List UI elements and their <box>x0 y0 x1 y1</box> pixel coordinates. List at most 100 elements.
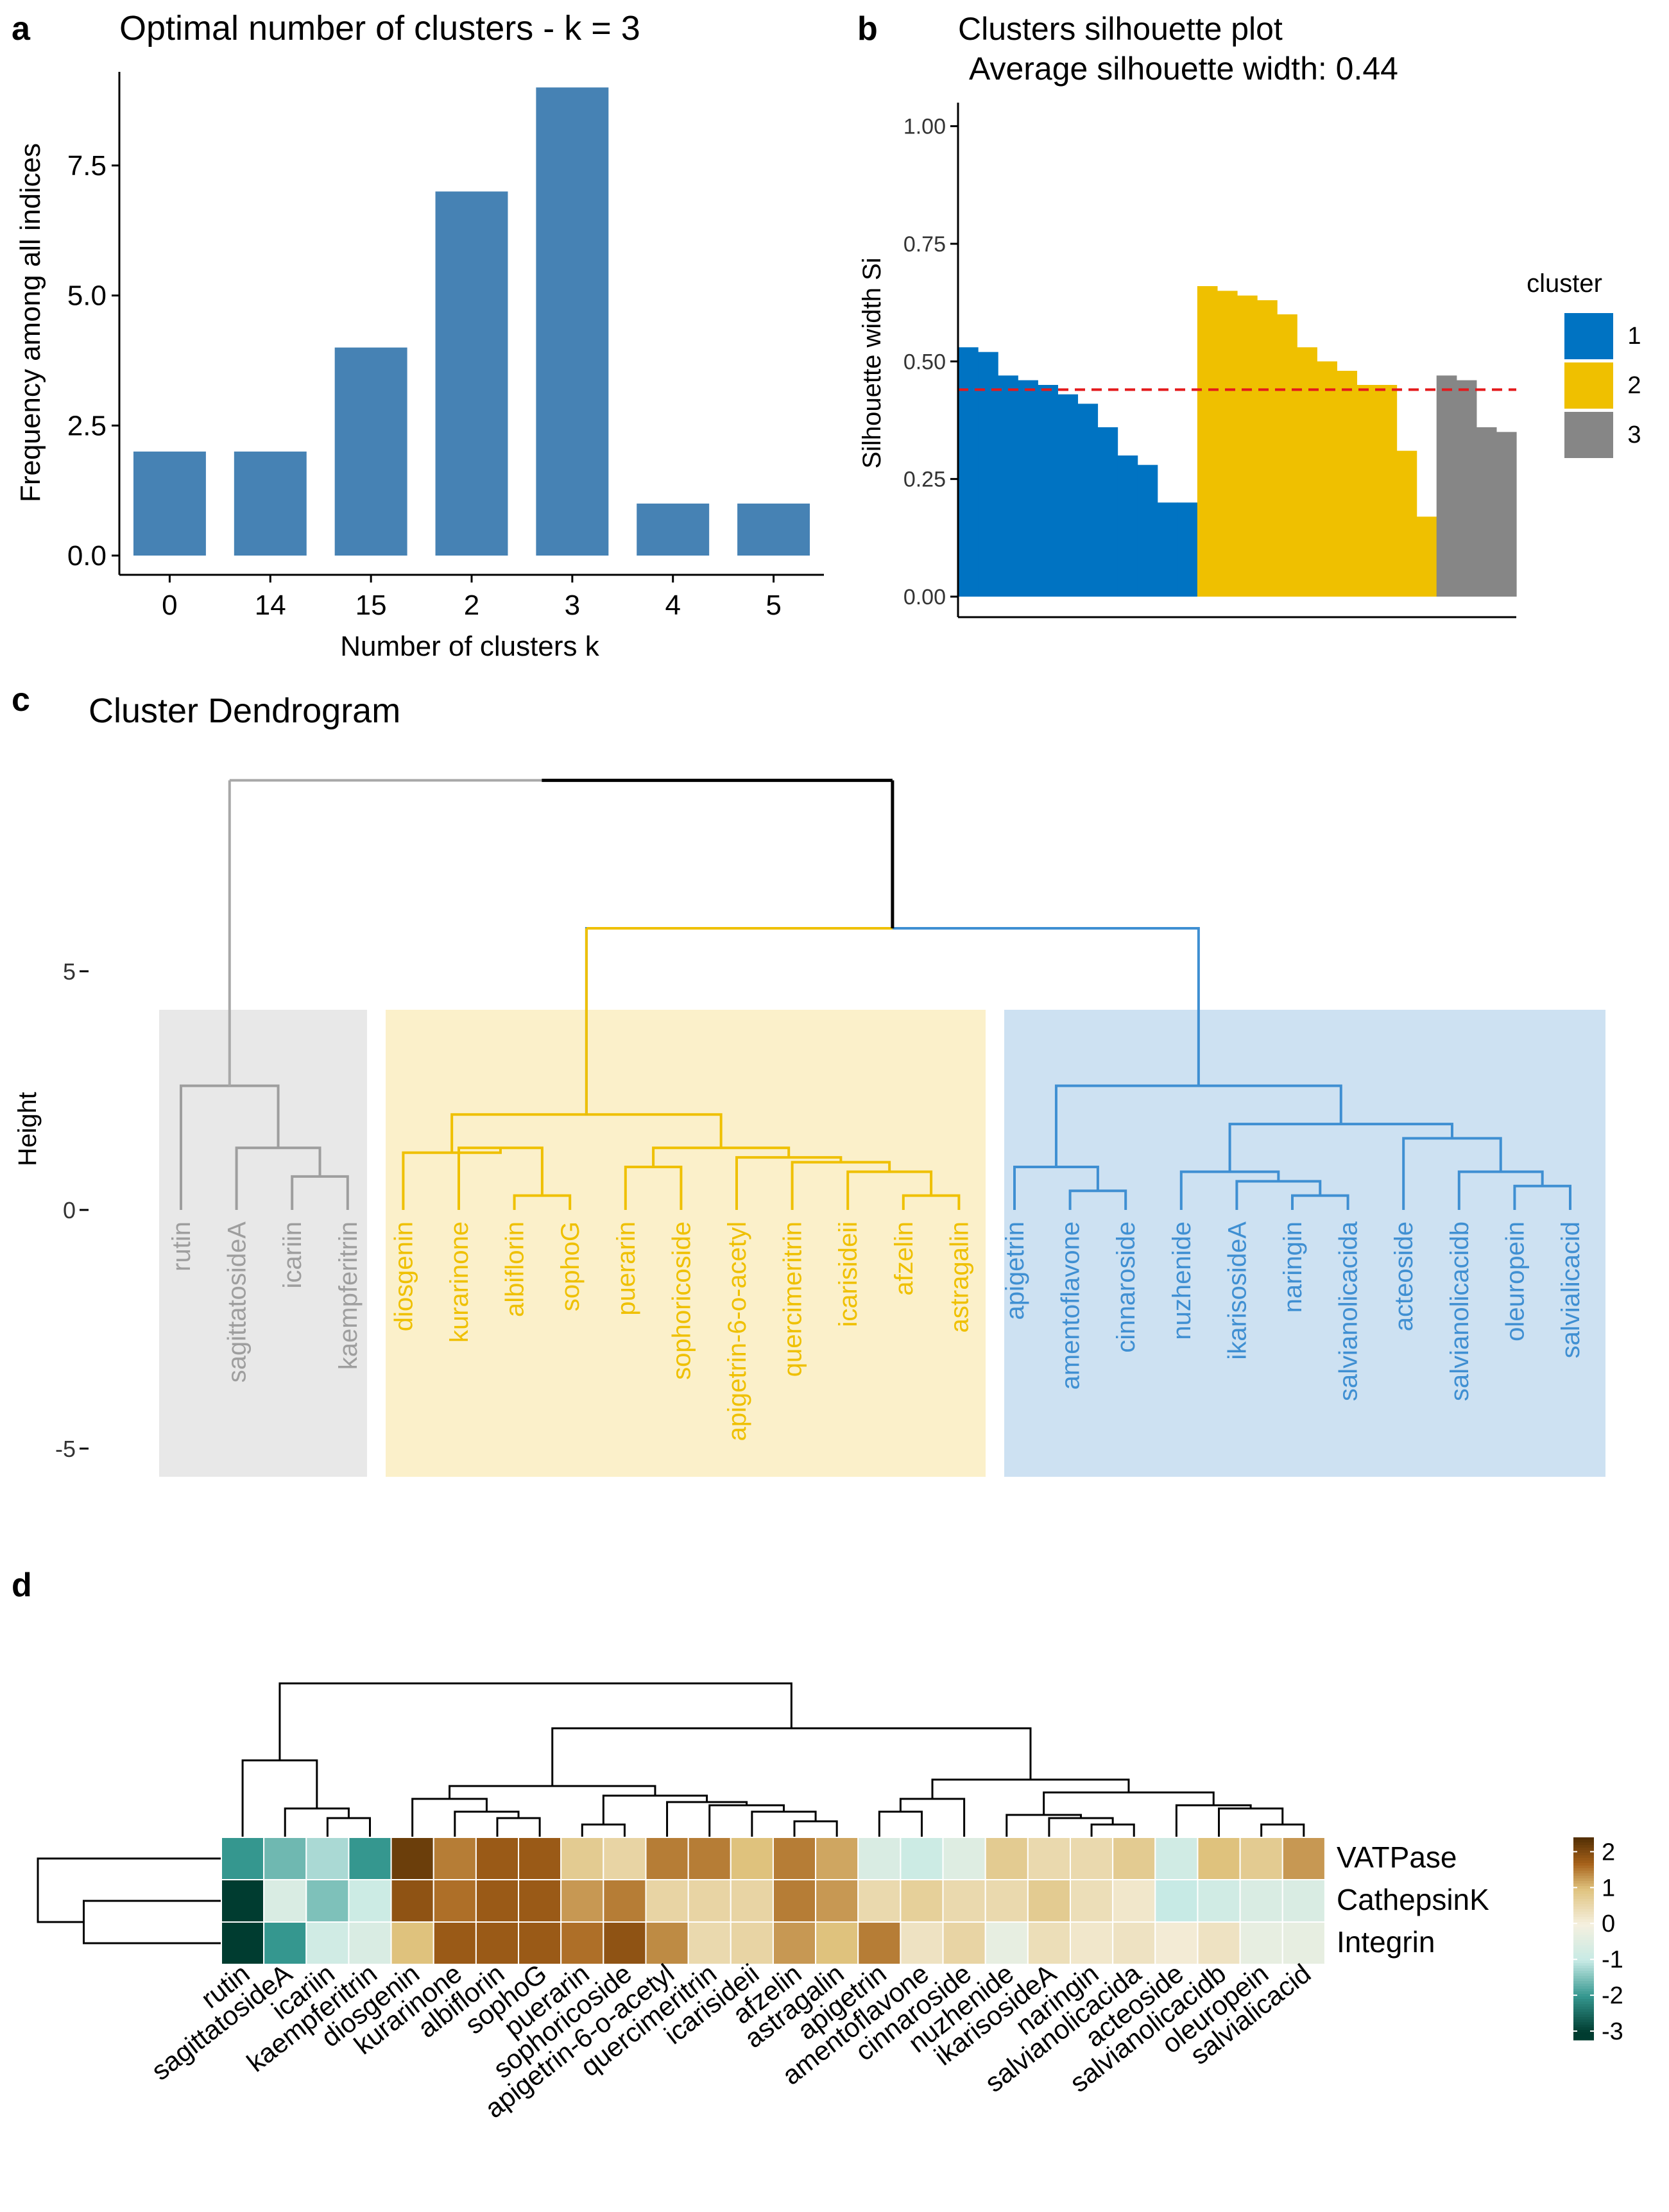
color-scale-strip <box>1573 1855 1594 1859</box>
y-tick-label: 7.5 <box>67 150 107 182</box>
color-scale-strip <box>1573 1899 1594 1902</box>
leaf-label: diosgenin <box>389 1221 418 1331</box>
leaf-label: kaempferitrin <box>334 1221 363 1370</box>
color-scale-strip <box>1573 1955 1594 1959</box>
heatmap-cell-Integrin-amentoflavone <box>900 1921 944 1965</box>
color-scale-strip <box>1573 1948 1594 1951</box>
heatmap-cell-CathepsinK-amentoflavone <box>900 1879 944 1923</box>
heatmap-cell-Integrin-diosgenin <box>390 1921 434 1965</box>
bar-4 <box>637 503 710 556</box>
heatmap-cell-VATPase-ikarisosideA <box>1027 1837 1071 1880</box>
heatmap-cell-Integrin-acteoside <box>1154 1921 1199 1965</box>
color-scale-strip <box>1573 1961 1594 1964</box>
color-scale-strip <box>1573 1994 1594 1997</box>
heatmap-cell-VATPase-kaempferitrin <box>348 1837 392 1880</box>
color-scale-label: 0 <box>1602 1910 1615 1937</box>
legend-swatch-1 <box>1564 313 1613 359</box>
legend-label-2: 2 <box>1627 372 1641 399</box>
heatmap-cell-VATPase-puerarin <box>560 1837 604 1880</box>
x-tick-label: 5 <box>766 590 781 621</box>
y-tick-label: 0.25 <box>903 468 946 492</box>
heatmap-cell-Integrin-oleuropein <box>1239 1921 1283 1965</box>
column-dendrogram-link <box>278 1682 792 1760</box>
heatmap-cell-CathepsinK-icariin <box>305 1879 350 1923</box>
heatmap-cell-CathepsinK-nuzhenide <box>984 1879 1029 1923</box>
heatmap-cell-Integrin-kaempferitrin <box>348 1921 392 1965</box>
color-scale-strip <box>1573 1927 1594 1930</box>
legend-label-3: 3 <box>1627 421 1641 448</box>
heatmap-cell-VATPase-astragalin <box>815 1837 859 1880</box>
color-scale-label: -3 <box>1602 2018 1623 2045</box>
color-scale-strip <box>1573 1876 1594 1879</box>
color-scale-strip <box>1573 1894 1594 1897</box>
heatmap-cell-Integrin-salvialicacid <box>1281 1921 1326 1965</box>
silhouette-bar-cluster-3 <box>1496 432 1517 597</box>
y-tick-label: 1.00 <box>903 115 946 139</box>
heatmap-cell-Integrin-apigetrin-6-o-acetyl <box>645 1921 689 1965</box>
panel-b-y-axis-label: Silhouette width Si <box>858 257 886 468</box>
color-scale-strip <box>1573 1907 1594 1910</box>
silhouette-bar-cluster-2 <box>1277 314 1297 597</box>
panel-d-row-dendrogram <box>37 1857 221 1944</box>
color-scale-strip <box>1573 1866 1594 1869</box>
leaf-label: cinnaroside <box>1112 1221 1140 1353</box>
panel-c-cluster-boxes <box>159 1010 1605 1477</box>
silhouette-bar-cluster-2 <box>1376 385 1398 597</box>
heatmap-cell-CathepsinK-salvianolicacida <box>1112 1879 1156 1923</box>
panel-c-letter: c <box>12 681 30 719</box>
leaf-label: icarisideii <box>834 1221 862 1327</box>
silhouette-bar-cluster-3 <box>1436 375 1457 597</box>
color-scale-strip <box>1573 1943 1594 1946</box>
color-scale-strip <box>1573 1930 1594 1933</box>
color-scale-strip <box>1573 1986 1594 1989</box>
color-scale-strip <box>1573 1860 1594 1864</box>
y-tick-label: 5 <box>63 958 76 985</box>
color-scale-strip <box>1573 1991 1594 1995</box>
heatmap-cell-CathepsinK-kaempferitrin <box>348 1879 392 1923</box>
color-scale-strip <box>1573 1842 1594 1846</box>
heatmap-cell-Integrin-cinnaroside <box>942 1921 986 1965</box>
heatmap-cell-VATPase-icariin <box>305 1837 350 1880</box>
color-scale-strip <box>1573 1937 1594 1941</box>
heatmap-cell-CathepsinK-quercimeritrin <box>687 1879 732 1923</box>
panel-a-x-axis-label: Number of clusters k <box>340 631 599 662</box>
heatmap-cell-VATPase-cinnaroside <box>942 1837 986 1880</box>
color-scale-strip <box>1573 2009 1594 2012</box>
heatmap-cell-VATPase-rutin <box>221 1837 265 1880</box>
color-scale-strip <box>1573 2035 1594 2038</box>
panel-b-letter: b <box>857 10 878 47</box>
leaf-label: kurarinone <box>445 1221 474 1343</box>
x-tick-label: 0 <box>162 590 177 621</box>
legend-items: 1 2 3 <box>1564 313 1641 458</box>
heatmap-cell-VATPase-albiflorin <box>475 1837 520 1880</box>
silhouette-bar-cluster-1 <box>1097 427 1118 597</box>
heatmap-cell-VATPase-sophoG <box>518 1837 562 1880</box>
heatmap-cell-VATPase-acteoside <box>1154 1837 1199 1880</box>
color-scale-strip <box>1573 1996 1594 2000</box>
row-label-VATPase: VATPase <box>1337 1841 1457 1874</box>
color-scale-strip <box>1573 1945 1594 1948</box>
silhouette-bar-cluster-1 <box>1137 464 1158 597</box>
heatmap-cell-Integrin-salvianolicacidb <box>1197 1921 1241 1965</box>
panel-b-title: Clusters silhouette plot <box>958 11 1283 47</box>
panel-c-y-axis-label: Height <box>13 1092 42 1166</box>
panel-a-y-ticks: 0.0 2.5 5.0 7.5 <box>67 150 119 572</box>
heatmap-cell-VATPase-salvianolicacidb <box>1197 1837 1241 1880</box>
heatmap-cell-CathepsinK-rutin <box>221 1879 265 1923</box>
color-scale-strip <box>1573 1912 1594 1915</box>
legend-swatch-3 <box>1564 412 1613 458</box>
heatmap-cell-VATPase-diosgenin <box>390 1837 434 1880</box>
heatmap-cell-Integrin-sophoG <box>518 1921 562 1965</box>
x-tick-label: 15 <box>355 590 387 621</box>
heatmap-cell-Integrin-rutin <box>221 1921 265 1965</box>
color-scale-strip <box>1573 1958 1594 1961</box>
y-tick-label: 2.5 <box>67 410 107 441</box>
panel-a-title: Optimal number of clusters - k = 3 <box>119 9 640 47</box>
silhouette-bar-cluster-2 <box>1297 347 1317 597</box>
x-tick-label: 2 <box>464 590 479 621</box>
heatmap-cell-VATPase-sophoricoside <box>603 1837 647 1880</box>
color-scale-strip <box>1573 2027 1594 2030</box>
heatmap-cell-VATPase-nuzhenide <box>984 1837 1029 1880</box>
leaf-label: sagittatosideA <box>223 1221 252 1383</box>
heatmap-cell-CathepsinK-acteoside <box>1154 1879 1199 1923</box>
